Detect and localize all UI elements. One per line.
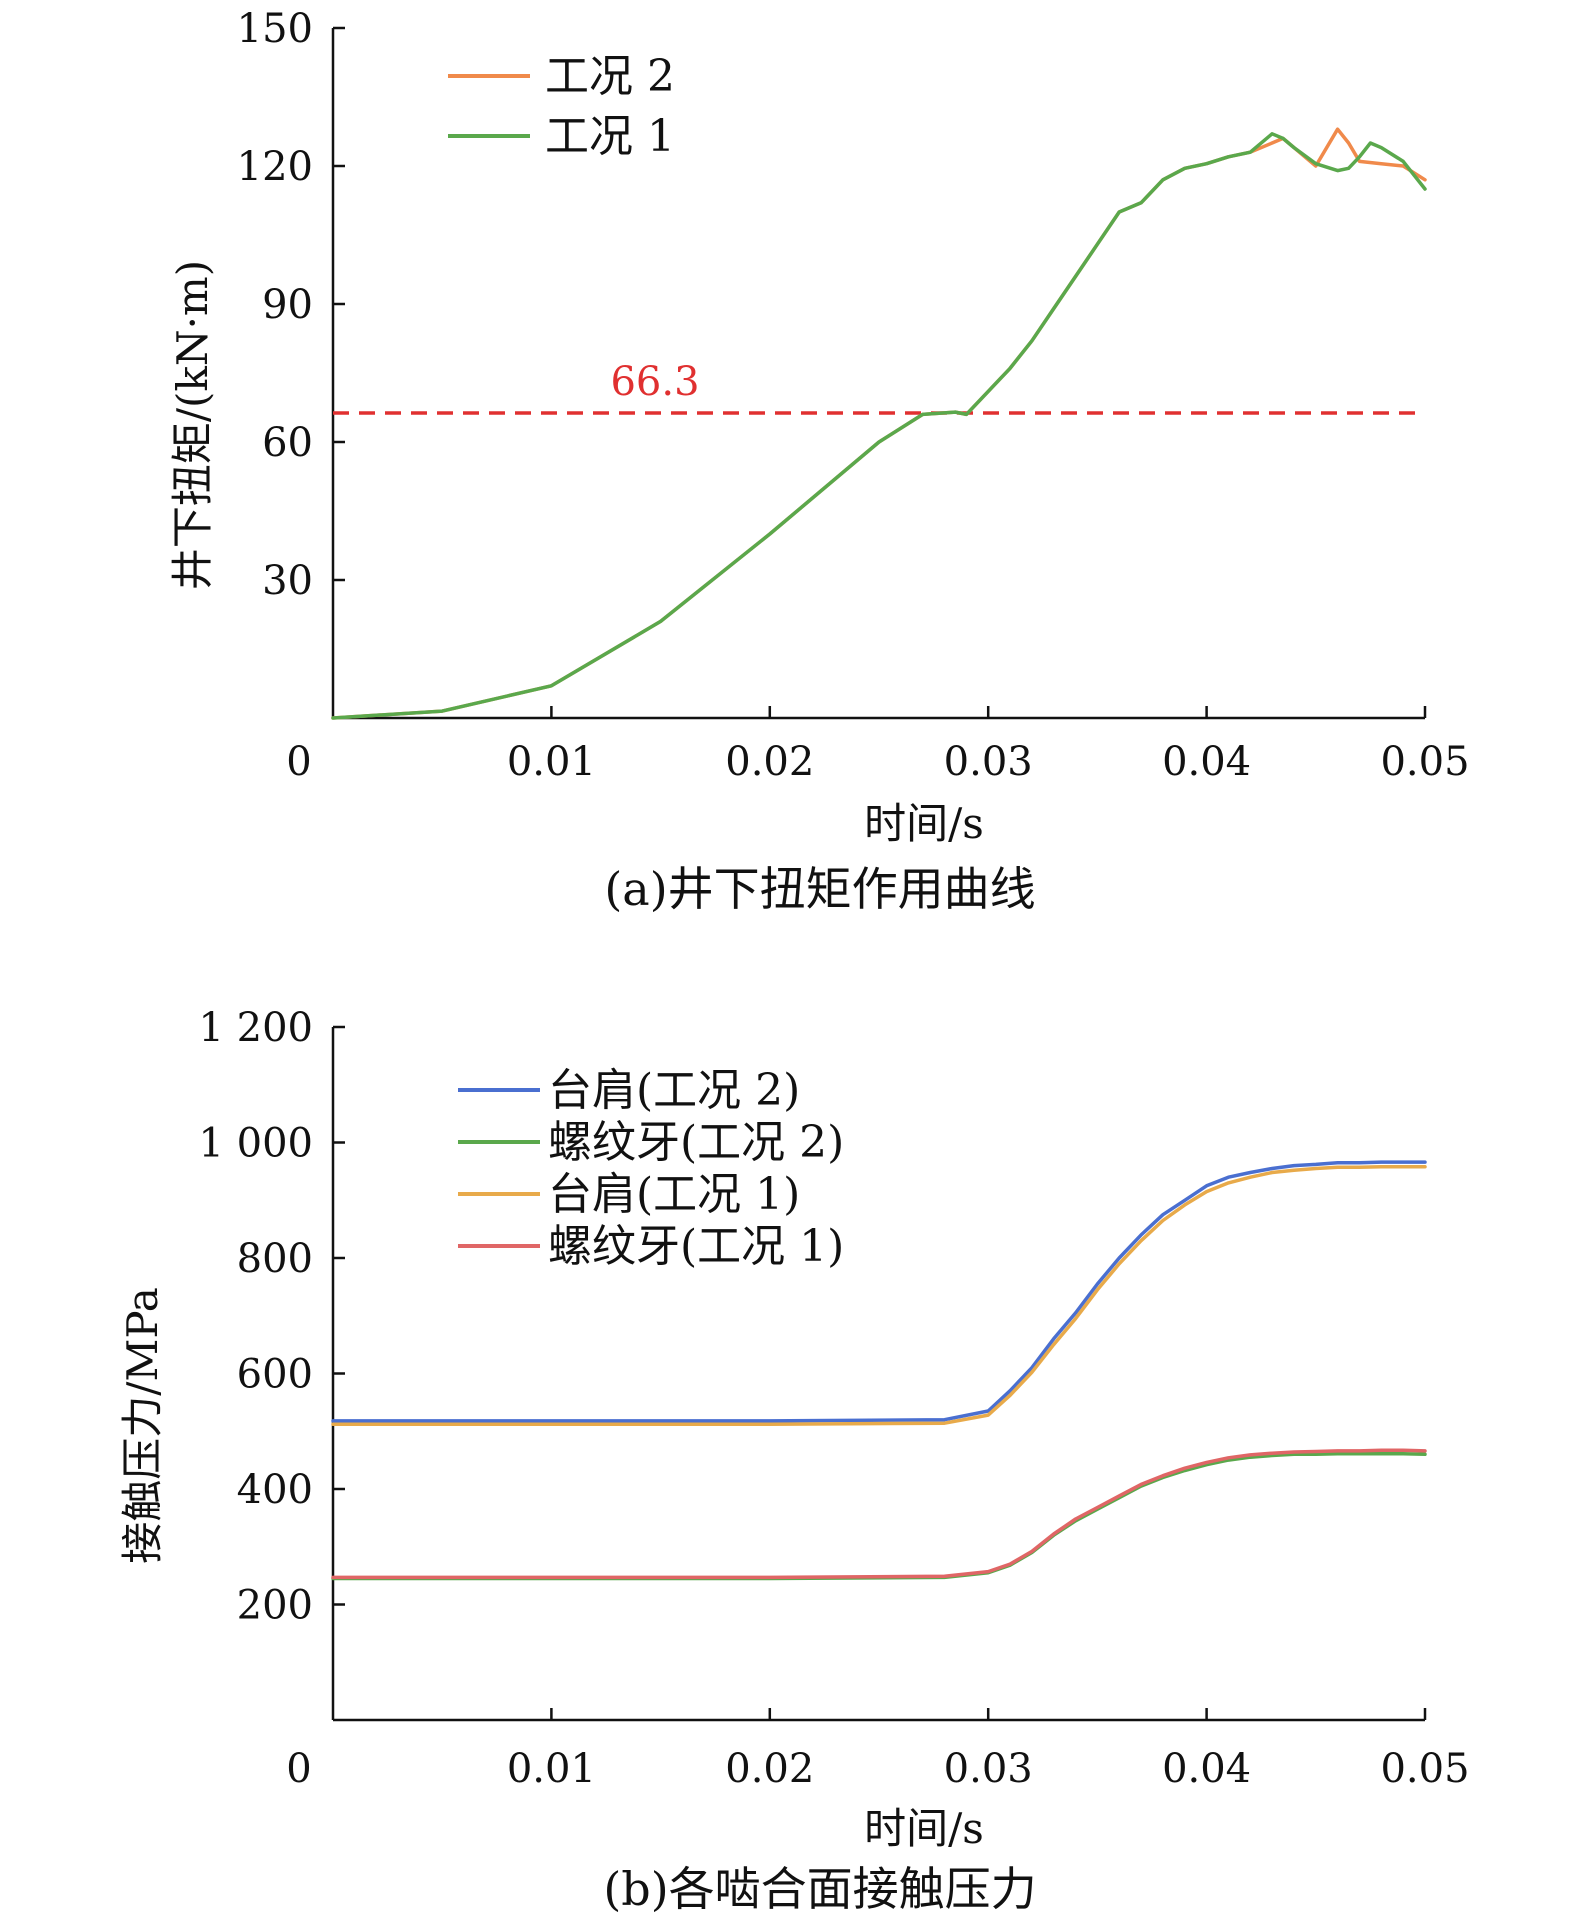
y-tick-label: 600 [237, 1352, 313, 1398]
x-tick-label: 0 [286, 1746, 311, 1792]
y-tick-label: 400 [237, 1467, 313, 1513]
y-axis-label: 井下扭矩/(kN·m) [168, 260, 217, 590]
y-tick-label: 1 000 [198, 1121, 313, 1167]
x-tick-label: 0.05 [1380, 739, 1469, 785]
y-axis-label: 接触压力/MPa [118, 1287, 167, 1564]
series-line [331, 1160, 1427, 1423]
series-line [331, 132, 1427, 720]
reference-line-label: 66.3 [610, 359, 699, 405]
x-axis-label: 时间/s [864, 1804, 984, 1853]
x-tick-label: 0.02 [725, 1746, 814, 1792]
x-tick-label: 0.05 [1380, 1746, 1469, 1792]
x-tick-label: 0.03 [944, 739, 1033, 785]
legend-label: 工况 2 [545, 51, 675, 102]
legend-label: 台肩(工况 2) [548, 1065, 800, 1116]
figure-caption: (a)井下扭矩作用曲线 [604, 862, 1035, 916]
figure-caption: (b)各啮合面接触压力 [603, 1862, 1036, 1916]
series-line [331, 1165, 1427, 1427]
x-tick-label: 0.04 [1162, 1746, 1251, 1792]
series-line [331, 1452, 1427, 1581]
y-tick-label: 200 [237, 1583, 313, 1629]
y-tick-label: 800 [237, 1236, 313, 1282]
chart-a-torque: 0 0.01 0.02 0.03 0.04 0.05 30 60 90 120 150 时间/s 井下扭… [168, 6, 1470, 916]
x-tick-label: 0.01 [507, 1746, 596, 1792]
y-tick-label: 60 [262, 420, 313, 466]
y-tick-label: 150 [237, 6, 313, 52]
series-line [331, 1448, 1427, 1580]
y-tick-label: 1 200 [198, 1005, 313, 1051]
series-line [331, 127, 1427, 720]
y-tick-label: 90 [262, 282, 313, 328]
legend-label: 工况 1 [545, 111, 675, 162]
y-tick-label: 120 [237, 144, 313, 190]
x-tick-label: 0.01 [507, 739, 596, 785]
chart-b-contact-pressure: 0 0.01 0.02 0.03 0.04 0.05 200 400 600 800 1 000 1 … [118, 1005, 1470, 1916]
legend-label: 螺纹牙(工况 1) [548, 1221, 844, 1272]
y-tick-label: 30 [262, 558, 313, 604]
x-tick-label: 0.02 [725, 739, 814, 785]
legend-label: 螺纹牙(工况 2) [548, 1117, 844, 1168]
legend-label: 台肩(工况 1) [548, 1169, 800, 1220]
x-tick-label: 0.04 [1162, 739, 1251, 785]
x-tick-label: 0.03 [944, 1746, 1033, 1792]
x-tick-label: 0 [286, 739, 311, 785]
x-axis-label: 时间/s [864, 799, 984, 848]
